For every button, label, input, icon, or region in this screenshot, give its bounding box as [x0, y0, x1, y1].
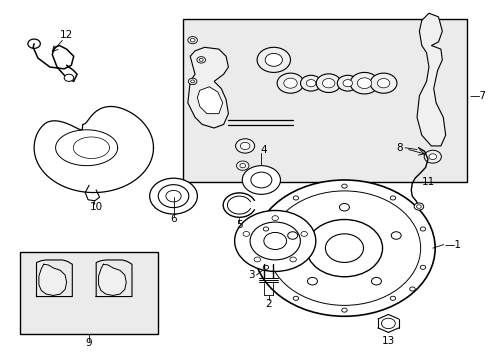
Text: 12: 12 [60, 30, 73, 40]
Bar [20, 252, 158, 334]
Circle shape [243, 231, 249, 236]
Circle shape [234, 211, 315, 271]
Circle shape [339, 203, 349, 211]
Circle shape [341, 308, 346, 312]
Circle shape [381, 318, 394, 329]
Text: 11: 11 [421, 177, 434, 187]
Circle shape [293, 296, 298, 300]
Circle shape [263, 265, 268, 269]
Circle shape [416, 205, 421, 208]
Circle shape [287, 232, 297, 239]
Circle shape [325, 234, 363, 262]
Circle shape [419, 227, 425, 231]
Circle shape [254, 257, 260, 262]
Circle shape [28, 39, 40, 48]
Circle shape [188, 78, 197, 85]
Bar [183, 19, 466, 182]
Text: 3: 3 [248, 270, 255, 280]
Text: 10: 10 [89, 202, 102, 212]
Polygon shape [416, 13, 445, 146]
Circle shape [253, 180, 434, 316]
Text: 9: 9 [85, 338, 92, 348]
Circle shape [337, 75, 358, 91]
Circle shape [377, 78, 389, 88]
Circle shape [305, 80, 315, 87]
Circle shape [190, 80, 194, 83]
Circle shape [389, 196, 395, 200]
Circle shape [263, 227, 268, 231]
Circle shape [369, 73, 396, 93]
Circle shape [242, 166, 280, 194]
Circle shape [190, 39, 195, 42]
Circle shape [428, 154, 436, 159]
Circle shape [305, 220, 382, 277]
Text: 13: 13 [381, 336, 394, 346]
Polygon shape [39, 264, 66, 296]
Text: 2: 2 [264, 299, 271, 309]
Circle shape [342, 80, 352, 87]
Circle shape [264, 233, 286, 249]
Circle shape [390, 232, 400, 239]
Circle shape [235, 139, 254, 153]
Circle shape [389, 296, 395, 300]
Circle shape [277, 73, 303, 93]
Circle shape [419, 265, 425, 269]
Circle shape [187, 37, 197, 44]
Circle shape [199, 58, 203, 61]
Circle shape [357, 78, 371, 89]
Circle shape [349, 72, 378, 94]
Circle shape [236, 161, 248, 170]
Text: 8: 8 [395, 143, 402, 153]
Polygon shape [187, 47, 228, 128]
Circle shape [149, 178, 197, 214]
Circle shape [293, 196, 298, 200]
Text: 5: 5 [236, 220, 242, 230]
Circle shape [249, 222, 300, 260]
Circle shape [289, 257, 296, 262]
Circle shape [240, 163, 245, 168]
Text: 4: 4 [260, 144, 266, 154]
Circle shape [64, 74, 74, 81]
Circle shape [257, 47, 290, 72]
Circle shape [165, 190, 181, 202]
Circle shape [371, 278, 381, 285]
Circle shape [300, 231, 307, 236]
Text: —7: —7 [468, 91, 486, 101]
Circle shape [240, 142, 249, 149]
Circle shape [341, 184, 346, 188]
Circle shape [271, 216, 278, 221]
Circle shape [250, 172, 271, 188]
Text: —1: —1 [444, 239, 461, 249]
Circle shape [300, 75, 321, 91]
Circle shape [264, 53, 282, 66]
Circle shape [316, 74, 341, 93]
Circle shape [423, 150, 441, 163]
Circle shape [322, 78, 334, 88]
Circle shape [409, 287, 414, 291]
Circle shape [197, 57, 205, 63]
Circle shape [268, 191, 420, 305]
Circle shape [413, 203, 423, 210]
Polygon shape [197, 87, 222, 114]
Circle shape [307, 278, 317, 285]
Circle shape [283, 78, 297, 88]
Polygon shape [99, 264, 126, 296]
Text: 6: 6 [170, 215, 177, 224]
Circle shape [158, 185, 188, 208]
